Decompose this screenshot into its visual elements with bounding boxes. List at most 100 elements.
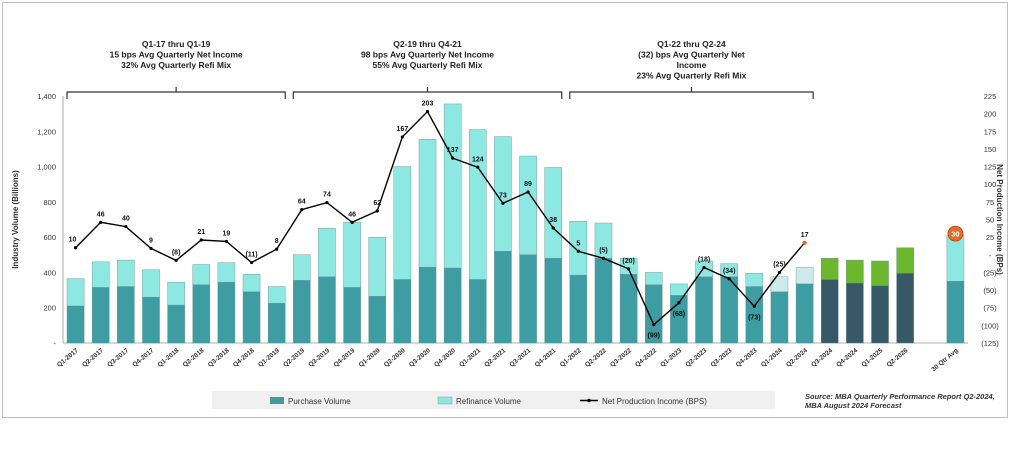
x-tick-label: Q2-2022: [584, 347, 608, 369]
line-point: [551, 226, 555, 230]
y-tick-label: -: [54, 339, 57, 348]
bar-refinance: [569, 221, 588, 276]
point-label: 124: [472, 156, 484, 163]
legend-label-purchase: Purchase Volume: [288, 397, 351, 406]
bar-refinance: [368, 236, 386, 297]
y-axis-title: Industry Volume (Billions): [11, 170, 20, 269]
line-point: [476, 165, 480, 169]
bar-purchase: [142, 296, 160, 344]
bar-purchase: [569, 274, 588, 344]
bar-purchase: [443, 267, 462, 344]
point-label: 73: [499, 192, 507, 199]
line-point: [325, 200, 329, 205]
bar-refinance: [393, 166, 412, 280]
bar-refinance: [142, 269, 160, 298]
bar-purchase: [519, 254, 537, 344]
legend-label-net-income: Net Production Income (BPS): [602, 397, 707, 406]
line-point: [727, 277, 731, 281]
y-tick-label: 400: [43, 268, 56, 277]
line-point: [526, 190, 530, 194]
x-tick-label: Q2-2021: [483, 347, 507, 369]
line-point: [124, 224, 128, 229]
x-tick-label: Q1-2024: [760, 347, 784, 369]
annotation-line: Q1-22 thru Q2-24: [657, 39, 726, 49]
y2-tick-label: (50): [983, 286, 997, 295]
brace-1: [66, 87, 286, 99]
bar-refinance: [619, 258, 638, 275]
annotation-line: 32% Avg Quarterly Refi Mix: [121, 60, 231, 70]
bar-purchase: [167, 304, 185, 344]
point-label: 21: [197, 229, 205, 236]
line-point: [375, 209, 379, 213]
x-tick-label: Q1-2023: [659, 347, 683, 369]
line-point: [149, 246, 153, 251]
x-tick-label: Q2-2020: [383, 347, 407, 369]
line-point: [652, 323, 656, 327]
y-tick-label: 1,000: [37, 163, 56, 172]
point-label: 64: [298, 199, 306, 206]
x-tick-label: Q2-2018: [182, 347, 206, 369]
point-label: 5: [576, 240, 580, 247]
y2-tick-label: 50: [986, 216, 994, 225]
bar-purchase: [846, 282, 864, 344]
brace-3: [569, 87, 814, 99]
bar-purchase: [343, 287, 361, 344]
line-point: [99, 220, 103, 224]
x-tick-label: Q1-2017: [56, 347, 80, 369]
x-tick-label: 30 Qtr Avg: [930, 347, 959, 373]
annotation-line: 98 bps Avg Quarterly Net Income: [361, 50, 494, 60]
bar-refinance: [91, 261, 110, 288]
y-tick-label: 600: [43, 233, 56, 242]
bar-purchase: [368, 296, 386, 344]
x-tick-label: Q4-2024: [835, 347, 859, 369]
y2-tick-label: 75: [986, 198, 994, 207]
bar-refinance: [846, 259, 864, 284]
point-label: 137: [447, 147, 459, 154]
bar-purchase: [393, 279, 412, 344]
point-label: 40: [122, 216, 130, 223]
y2-tick-label: (100): [981, 321, 999, 330]
x-tick-label: Q2-2023: [684, 347, 708, 369]
y2-tick-label: 175: [984, 127, 997, 136]
annotation-line: 55% Avg Quarterly Refi Mix: [373, 60, 483, 70]
bar-refinance: [293, 254, 311, 281]
bar-purchase: [946, 281, 965, 344]
point-label: (11): [246, 252, 258, 259]
annotation-line: Q2-19 thru Q4-21: [393, 39, 462, 49]
line-point: [677, 301, 681, 305]
source-note: Source: MBA Quarterly Performance Report…: [805, 392, 995, 410]
bar-refinance: [494, 136, 512, 252]
bar-refinance: [519, 155, 537, 255]
point-label: 46: [348, 211, 356, 218]
x-tick-label: Q2-2017: [81, 347, 105, 369]
line-point: [802, 240, 807, 245]
bar-purchase: [619, 273, 638, 344]
bar-refinance: [871, 260, 889, 286]
bar-refinance: [192, 264, 211, 285]
point-label: 74: [323, 192, 331, 199]
legend-box: [212, 391, 775, 409]
point-label: 89: [524, 181, 532, 188]
point-label: (34): [723, 268, 735, 275]
bar-purchase: [770, 291, 789, 344]
y2-tick-label: (75): [983, 304, 997, 313]
bar-purchase: [871, 285, 889, 344]
bar-purchase: [267, 303, 286, 344]
point-label: 38: [549, 217, 557, 224]
line-point: [249, 260, 254, 265]
y2-tick-label: (25): [983, 268, 997, 277]
point-label: (99): [648, 333, 660, 340]
y-tick-label: 800: [43, 198, 56, 207]
point-label: 8: [275, 238, 279, 245]
x-tick-label: Q4-2017: [131, 347, 155, 369]
bar-refinance: [318, 228, 336, 278]
legend-swatch-refinance: [437, 396, 453, 405]
x-tick-label: Q4-2019: [333, 347, 357, 369]
chart-frame: [2, 2, 1008, 418]
avg-marker-label: 30: [951, 229, 959, 238]
bar-purchase: [117, 286, 135, 344]
bar-refinance: [418, 139, 437, 268]
bar-refinance: [544, 167, 562, 259]
bar-purchase: [594, 258, 613, 344]
x-tick-label: Q3-2022: [609, 347, 633, 369]
